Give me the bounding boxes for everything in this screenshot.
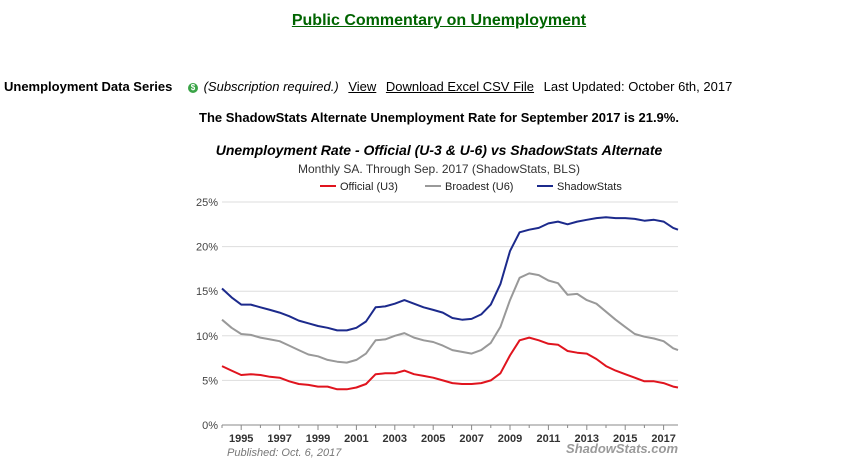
series-line-official-u3 [221, 336, 679, 391]
x-tick-label: 2017 [651, 433, 675, 445]
x-tick-label: 2007 [459, 433, 483, 445]
x-axis: 1995 1997 1999 2001 2003 2005 2007 2009 2011 2013… [221, 425, 676, 445]
unemployment-chart: Unemployment Rate - Official (U-3 & U-6)… [196, 142, 679, 459]
x-tick-label: 2015 [613, 433, 637, 445]
y-tick-label: 10% [196, 331, 218, 343]
y-tick-label: 15% [196, 286, 218, 298]
series-label: Unemployment Data Series [4, 79, 173, 94]
y-tick-label: 0% [202, 420, 218, 432]
x-tick-label: 1999 [306, 433, 330, 445]
x-tick-label: 2001 [344, 433, 368, 445]
headline: The ShadowStats Alternate Unemployment R… [199, 110, 679, 125]
legend-label: ShadowStats [557, 181, 622, 193]
x-tick-label: 2005 [421, 433, 445, 445]
legend-label: Broadest (U6) [445, 181, 513, 193]
view-link[interactable]: View [348, 79, 377, 94]
chart-title: Unemployment Rate - Official (U-3 & U-6)… [216, 142, 663, 158]
data-series-row: Unemployment Data Series $ (Subscription… [4, 79, 732, 94]
y-tick-label: 25% [196, 197, 218, 209]
y-axis: 0% 5% 10% 15% 20% 25% [196, 197, 218, 432]
subscription-note: (Subscription required.) [203, 79, 339, 94]
legend-label: Official (U3) [340, 181, 398, 193]
watermark: ShadowStats.com [566, 441, 678, 456]
x-tick-label: 2003 [383, 433, 407, 445]
series-line-shadowstats [221, 216, 679, 332]
x-tick-label: 2013 [575, 433, 599, 445]
last-updated: Last Updated: October 6th, 2017 [543, 79, 733, 94]
series-line-broadest-u6 [221, 272, 679, 364]
page-title: Public Commentary on Unemployment [291, 12, 587, 29]
x-tick-label: 1997 [267, 433, 291, 445]
dollar-icon: $ [187, 83, 198, 93]
y-tick-label: 20% [196, 242, 218, 254]
chart-grid [222, 201, 678, 426]
chart-legend: Official (U3) Broadest (U6) ShadowStats [320, 181, 622, 193]
download-csv-link[interactable]: Download Excel CSV File [385, 79, 535, 94]
chart-series [221, 216, 679, 391]
publish-note: Published: Oct. 6, 2017 [227, 447, 342, 459]
chart-subtitle: Monthly SA. Through Sep. 2017 (ShadowSta… [298, 162, 580, 176]
x-tick-label: 2009 [498, 433, 522, 445]
x-tick-label: 1995 [229, 433, 253, 445]
x-tick-label: 2011 [536, 433, 560, 445]
y-tick-label: 5% [202, 375, 218, 387]
